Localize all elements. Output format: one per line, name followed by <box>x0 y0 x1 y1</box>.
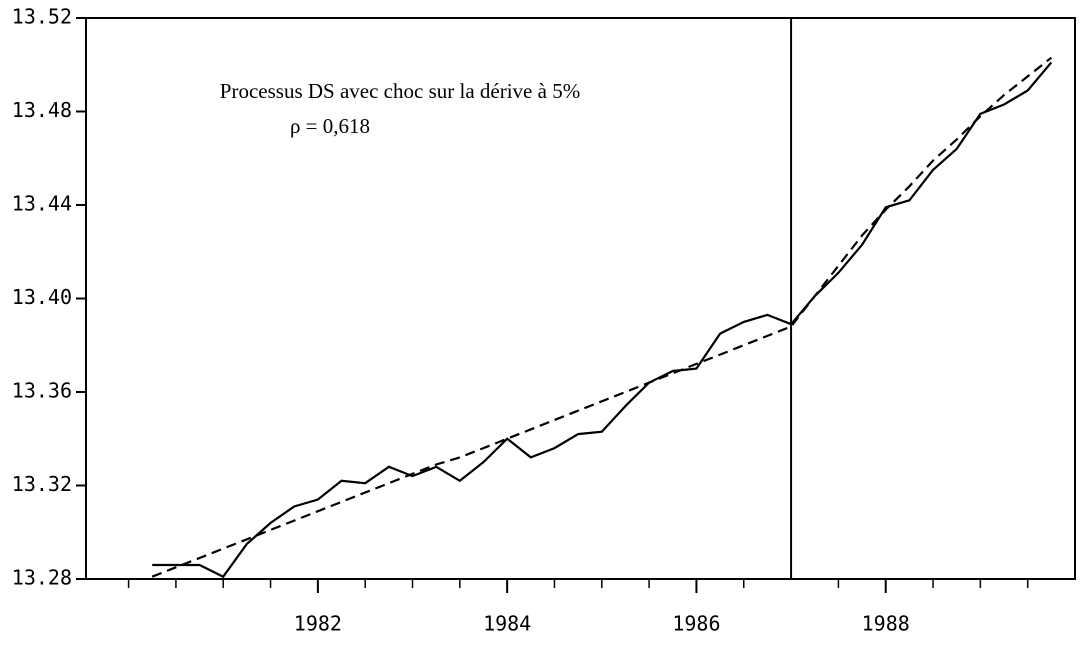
x-tick-label: 1984 <box>483 612 531 636</box>
y-tick-label: 13.44 <box>12 192 72 216</box>
y-tick-label: 13.52 <box>12 5 72 29</box>
x-tick-label: 1988 <box>862 612 910 636</box>
annotation: ρ = 0,618 <box>290 114 370 138</box>
y-tick-label: 13.32 <box>12 472 72 496</box>
y-tick-label: 13.48 <box>12 98 72 122</box>
y-tick-label: 13.40 <box>12 285 72 309</box>
annotation: Processus DS avec choc sur la dérive à 5… <box>220 79 580 103</box>
y-tick-label: 13.36 <box>12 379 72 403</box>
line-series <box>152 61 1053 579</box>
y-tick-label: 13.28 <box>12 566 72 590</box>
line-series <box>151 56 1052 578</box>
x-tick-label: 1982 <box>294 612 342 636</box>
x-tick-label: 1986 <box>672 612 720 636</box>
